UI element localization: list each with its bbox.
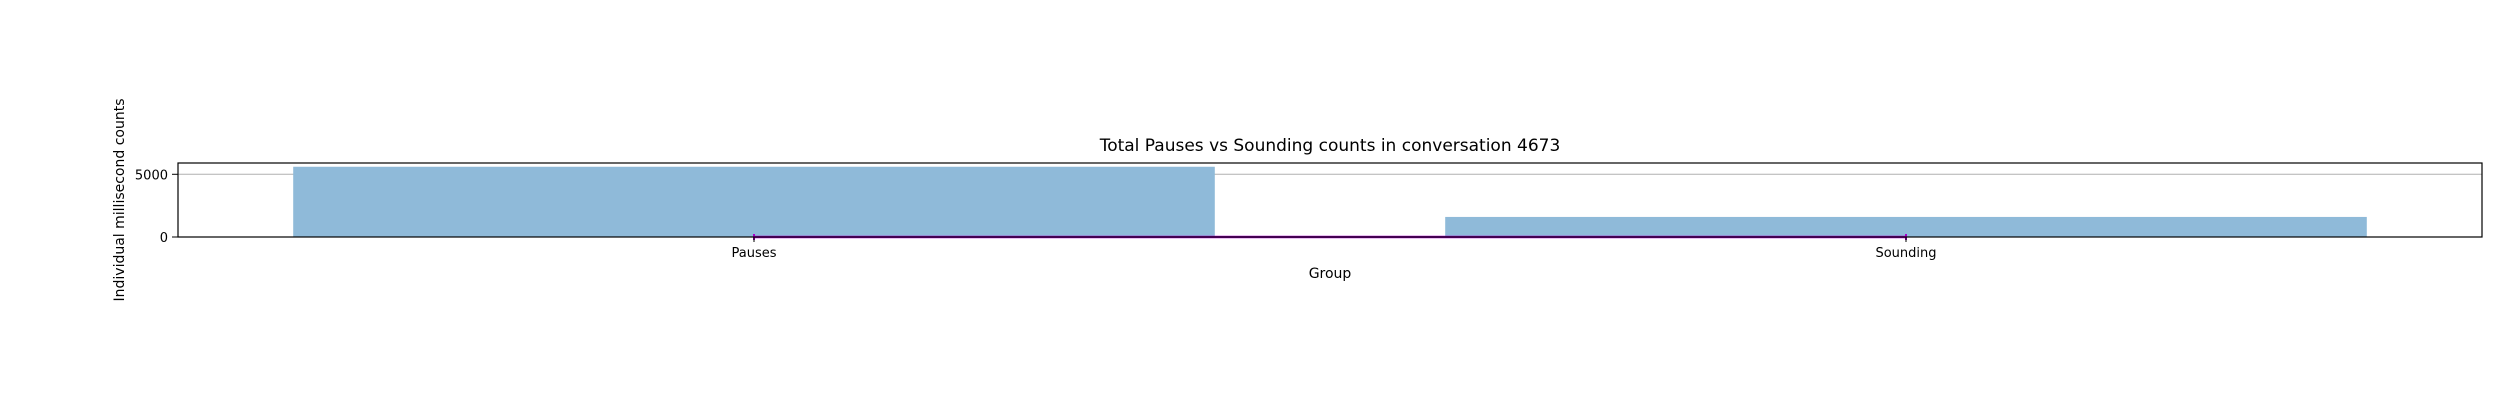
y-tick-label: 0 bbox=[160, 231, 168, 246]
x-axis: Pauses Sounding bbox=[731, 237, 1937, 261]
bars bbox=[293, 166, 2367, 237]
y-axis: 0 5000 bbox=[135, 168, 178, 246]
y-axis-label: Individual millisecond counts bbox=[112, 99, 128, 302]
x-tick-label: Pauses bbox=[731, 246, 776, 261]
x-tick-label: Sounding bbox=[1875, 246, 1936, 261]
y-tick-label: 5000 bbox=[135, 168, 168, 183]
bar-pauses bbox=[293, 166, 1215, 237]
plot-frame bbox=[177, 162, 2483, 238]
bar-sounding bbox=[1445, 216, 2367, 237]
x-axis-label: Group bbox=[1309, 266, 1352, 282]
chart-title: Total Pauses vs Sounding counts in conve… bbox=[1099, 136, 1561, 156]
